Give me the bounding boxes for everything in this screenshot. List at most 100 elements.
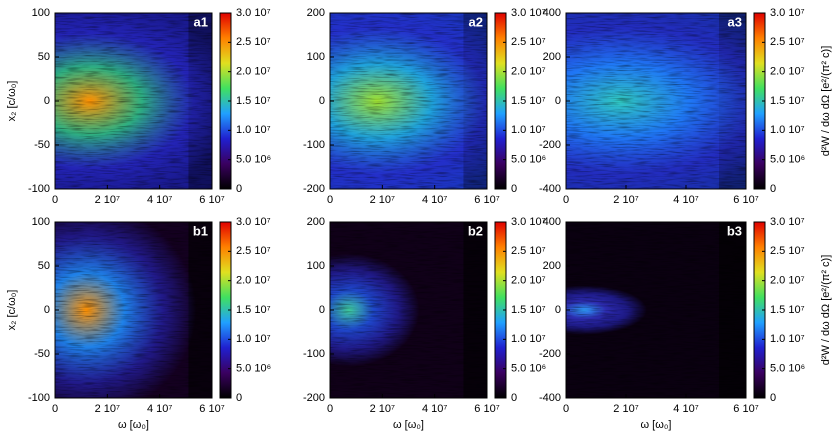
x-tick-label: 6 10⁷ xyxy=(733,194,758,206)
panel-label: b1 xyxy=(193,223,208,238)
colorbar-tick-label: 2.5 10⁷ xyxy=(770,245,805,257)
x-tick-label: 2 10⁷ xyxy=(370,194,395,206)
y-tick-label: 200 xyxy=(543,260,561,272)
x-tick-label: 6 10⁷ xyxy=(474,194,499,206)
x-tick-label: 0 xyxy=(52,403,58,415)
colorbar-tick-label: 5.0 10⁶ xyxy=(770,363,805,375)
colorbar-tick-label: 5.0 10⁶ xyxy=(770,154,805,166)
y-tick-label: -200 xyxy=(539,348,561,360)
x-tick-label: 4 10⁷ xyxy=(673,403,698,415)
colorbar-tick-label: 3.0 10⁷ xyxy=(511,7,546,19)
colorbar-tick-label: 2.0 10⁷ xyxy=(511,66,546,78)
y-tick-label: 400 xyxy=(543,216,561,228)
heatmap xyxy=(566,222,746,398)
y-tick-label: 400 xyxy=(543,7,561,19)
y-tick-label: -50 xyxy=(34,139,50,151)
y-axis-label: x₂ [c/ω₀] xyxy=(6,290,18,331)
x-tick-label: 2 10⁷ xyxy=(613,403,638,415)
colorbar-tick-label: 2.5 10⁷ xyxy=(236,36,271,48)
colorbar-tick-label: 5.0 10⁶ xyxy=(236,154,271,166)
heatmap xyxy=(55,222,212,398)
colorbar-tick-label: 0 xyxy=(770,392,776,404)
colorbar-tick-label: 1.0 10⁷ xyxy=(770,124,805,136)
colorbar-tick-label: 1.0 10⁷ xyxy=(770,333,805,345)
x-tick-label: 2 10⁷ xyxy=(370,403,395,415)
x-tick-label: 6 10⁷ xyxy=(474,403,499,415)
y-tick-label: 50 xyxy=(38,260,50,272)
colorbar-tick-label: 2.5 10⁷ xyxy=(236,245,271,257)
colorbar-tick-label: 2.5 10⁷ xyxy=(511,36,546,48)
x-tick-label: 6 10⁷ xyxy=(733,403,758,415)
y-tick-label: -100 xyxy=(303,139,325,151)
y-tick-label: -200 xyxy=(303,183,325,195)
y-tick-label: 100 xyxy=(307,51,325,63)
x-tick-label: 6 10⁷ xyxy=(199,194,224,206)
colorbar-tick-label: 3.0 10⁷ xyxy=(511,216,546,228)
colorbar-tick-label: 2.0 10⁷ xyxy=(770,275,805,287)
colorbar-tick-label: 5.0 10⁶ xyxy=(511,154,546,166)
colorbar-tick-label: 0 xyxy=(770,183,776,195)
heatmap-noise xyxy=(55,13,212,189)
colorbar-tick-label: 3.0 10⁷ xyxy=(770,7,805,19)
colorbar-tick-label: 0 xyxy=(511,183,517,195)
colorbar-label: d²W / dω dΩ [e²/(π² c)] xyxy=(820,46,832,157)
x-tick-label: 4 10⁷ xyxy=(673,194,698,206)
y-tick-label: 100 xyxy=(307,260,325,272)
x-tick-label: 0 xyxy=(563,194,569,206)
heatmap xyxy=(330,13,487,189)
y-tick-label: 200 xyxy=(307,216,325,228)
y-tick-label: -100 xyxy=(303,348,325,360)
heatmap xyxy=(330,222,487,398)
colorbar-tick-label: 2.0 10⁷ xyxy=(770,66,805,78)
heatmap-noise xyxy=(566,13,746,189)
y-tick-label: -400 xyxy=(539,392,561,404)
x-tick-label: 6 10⁷ xyxy=(199,403,224,415)
x-tick-label: 0 xyxy=(52,194,58,206)
panel-label: a1 xyxy=(194,14,208,29)
panel-label: b2 xyxy=(468,223,483,238)
colorbar-tick-label: 0 xyxy=(236,392,242,404)
colorbar-tick-label: 3.0 10⁷ xyxy=(236,216,271,228)
colorbar-tick-label: 2.0 10⁷ xyxy=(236,66,271,78)
colorbar-tick-label: 1.0 10⁷ xyxy=(236,333,271,345)
y-axis-label: x₂ [c/ω₀] xyxy=(6,81,18,122)
heatmap xyxy=(55,13,212,189)
x-tick-label: 0 xyxy=(327,194,333,206)
heatmap xyxy=(566,13,746,189)
colorbar-tick-label: 3.0 10⁷ xyxy=(770,216,805,228)
x-axis-label: ω [ω₀] xyxy=(641,419,672,431)
x-tick-label: 4 10⁷ xyxy=(147,194,172,206)
colorbar-tick-label: 3.0 10⁷ xyxy=(236,7,271,19)
y-tick-label: 0 xyxy=(555,304,561,316)
colorbar-tick-label: 2.0 10⁷ xyxy=(511,275,546,287)
colorbar-tick-label: 5.0 10⁶ xyxy=(511,363,546,375)
x-tick-label: 4 10⁷ xyxy=(422,403,447,415)
y-tick-label: -50 xyxy=(34,348,50,360)
y-tick-label: 100 xyxy=(32,7,50,19)
y-tick-label: 0 xyxy=(44,304,50,316)
colorbar-tick-label: 1.5 10⁷ xyxy=(236,304,271,316)
colorbar-tick-label: 1.5 10⁷ xyxy=(770,304,805,316)
panel-label: a3 xyxy=(728,14,742,29)
heatmap-noise xyxy=(55,222,212,398)
panel-label: b3 xyxy=(727,223,742,238)
colorbar-tick-label: 0 xyxy=(236,183,242,195)
heatmap-noise xyxy=(330,222,487,398)
y-tick-label: 50 xyxy=(38,51,50,63)
colorbar-label: d²W / dω dΩ [e²/(π² c)] xyxy=(820,255,832,366)
colorbar-tick-label: 2.0 10⁷ xyxy=(236,275,271,287)
y-tick-label: 200 xyxy=(543,51,561,63)
x-tick-label: 2 10⁷ xyxy=(95,194,120,206)
colorbar-tick-label: 1.0 10⁷ xyxy=(511,124,546,136)
colorbar-tick-label: 1.0 10⁷ xyxy=(511,333,546,345)
y-tick-label: 0 xyxy=(44,95,50,107)
y-tick-label: 200 xyxy=(307,7,325,19)
y-tick-label: 0 xyxy=(319,304,325,316)
x-tick-label: 0 xyxy=(327,403,333,415)
heatmap-noise xyxy=(330,13,487,189)
x-tick-label: 0 xyxy=(563,403,569,415)
x-tick-label: 4 10⁷ xyxy=(147,403,172,415)
colorbar-tick-label: 0 xyxy=(511,392,517,404)
